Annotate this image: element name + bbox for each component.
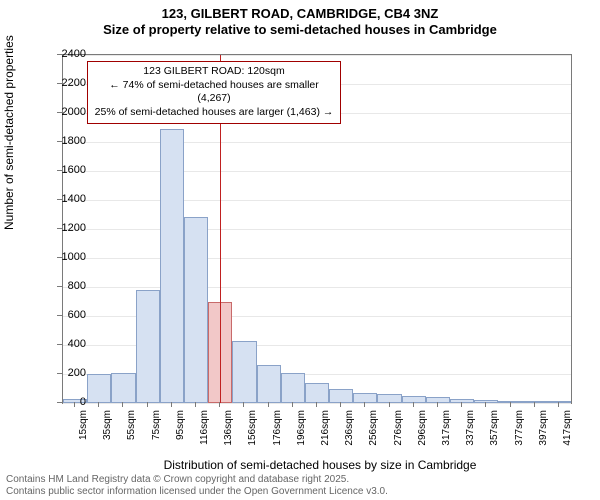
callout-line-1: 123 GILBERT ROAD: 120sqm [92,65,336,79]
callout-line-2: ← 74% of semi-detached houses are smalle… [92,79,336,106]
gridline [63,403,571,404]
gridline [63,200,571,201]
bar [498,401,522,403]
bar [402,396,426,403]
x-tick-label: 136sqm [223,410,234,446]
y-tick-label: 1000 [62,251,86,263]
gridline [63,229,571,230]
bar [474,400,498,403]
gridline [63,287,571,288]
footer-line-2: Contains public sector information licen… [6,486,388,498]
x-tick-label: 95sqm [175,410,186,440]
y-tick-label: 600 [68,309,86,321]
x-tick-label: 397sqm [538,410,549,446]
footer-line-1: Contains HM Land Registry data © Crown c… [6,474,388,486]
x-tick-label: 216sqm [320,410,331,446]
bar [184,217,208,403]
bar [305,383,329,403]
x-tick-label: 116sqm [199,410,210,445]
gridline [63,171,571,172]
chart-title: 123, GILBERT ROAD, CAMBRIDGE, CB4 3NZ [0,0,600,22]
bar [353,393,377,403]
x-tick-label: 196sqm [296,410,307,446]
x-tick-label: 75sqm [151,410,162,440]
callout-line-3: 25% of semi-detached houses are larger (… [92,106,336,120]
bar [450,399,474,403]
y-tick-label: 1600 [62,164,86,176]
bar [281,373,305,403]
chart-subtitle: Size of property relative to semi-detach… [0,22,600,38]
x-tick-label: 417sqm [562,410,573,446]
bar [87,374,111,403]
y-axis-label: Number of semi-detached properties [2,35,16,230]
x-tick-label: 156sqm [247,410,258,446]
x-tick-label: 357sqm [489,410,500,446]
y-tick-label: 2000 [62,106,86,118]
x-tick-label: 176sqm [272,410,283,446]
x-tick-label: 15sqm [78,410,89,440]
gridline [63,55,571,56]
x-tick-label: 35sqm [102,410,113,440]
y-tick-label: 1400 [62,193,86,205]
y-tick-label: 800 [68,280,86,292]
bar [329,389,353,404]
x-tick-label: 337sqm [465,410,476,446]
bar [523,401,547,403]
x-tick-label: 377sqm [514,410,525,446]
bar [111,373,135,403]
x-tick-label: 55sqm [126,410,137,440]
bar [232,341,256,403]
x-axis-label: Distribution of semi-detached houses by … [20,458,600,472]
x-tick-label: 256sqm [368,410,379,446]
bar [547,401,571,403]
y-tick-label: 2200 [62,77,86,89]
chart-container: 123, GILBERT ROAD, CAMBRIDGE, CB4 3NZ Si… [0,0,600,500]
gridline [63,258,571,259]
y-tick-label: 400 [68,338,86,350]
x-tick-label: 276sqm [393,410,404,446]
bar [377,394,401,403]
plot-area: 123 GILBERT ROAD: 120sqm← 74% of semi-de… [62,54,572,404]
y-tick-label: 1200 [62,222,86,234]
bar [426,397,450,403]
x-tick-label: 296sqm [417,410,428,446]
y-tick-label: 0 [80,396,86,408]
bar [136,290,160,403]
callout-box: 123 GILBERT ROAD: 120sqm← 74% of semi-de… [87,61,341,124]
x-tick-label: 236sqm [344,410,355,446]
y-tick-label: 2400 [62,48,86,60]
attribution-footer: Contains HM Land Registry data © Crown c… [6,474,388,498]
x-tick-label: 317sqm [441,410,452,446]
bar [257,365,281,403]
y-tick-label: 200 [68,367,86,379]
y-tick-label: 1800 [62,135,86,147]
gridline [63,142,571,143]
bar [160,129,184,403]
